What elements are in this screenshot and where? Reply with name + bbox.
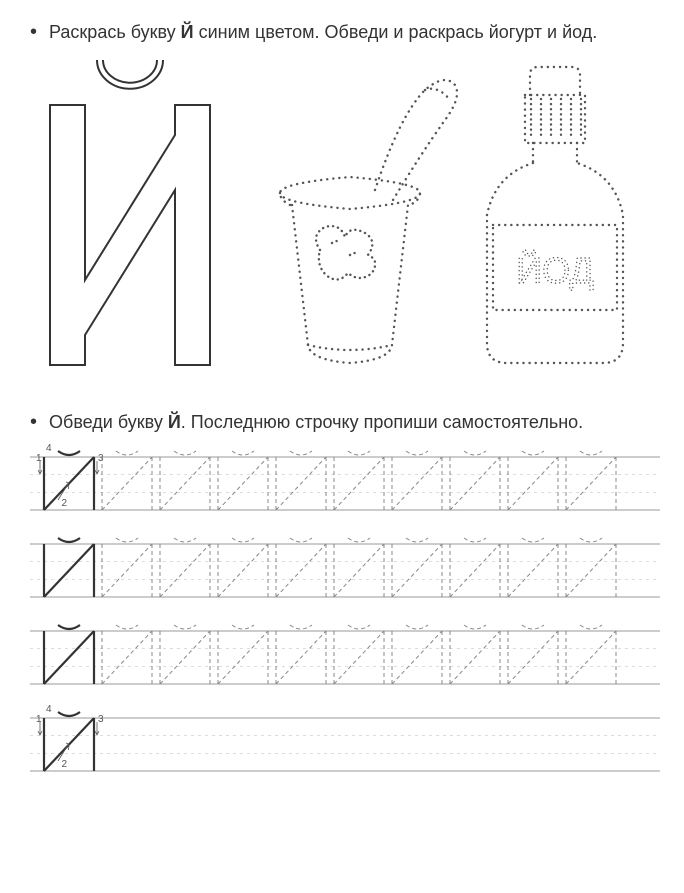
svg-text:2: 2: [62, 498, 68, 509]
writing-row: 1 2 3 4: [30, 443, 654, 518]
big-letter-container: [30, 55, 230, 380]
writing-row: [30, 530, 654, 605]
svg-text:4: 4: [46, 704, 52, 715]
writing-row: [30, 617, 654, 692]
instruction-2: • Обведи букву Й. Последнюю строчку проп…: [30, 410, 654, 435]
writing-row: 1 2 3 4: [30, 704, 654, 779]
svg-text:3: 3: [98, 453, 104, 464]
bullet-icon: •: [30, 20, 37, 44]
writing-practice-area: 12341234: [30, 443, 654, 779]
big-letter-y-outline: [30, 55, 230, 375]
svg-text:1: 1: [36, 714, 42, 725]
svg-text:ЙОД: ЙОД: [516, 249, 593, 291]
yogurt-and-iodine-drawing: ЙОД: [250, 55, 650, 375]
instr1-part-b: синим цветом. Обведи и раскрась йогурт и…: [194, 22, 598, 42]
top-section: ЙОД: [30, 55, 654, 380]
writing-row-svg: [30, 530, 660, 605]
svg-text:4: 4: [46, 443, 52, 454]
writing-row-svg: 1 2 3 4: [30, 443, 660, 518]
svg-text:3: 3: [98, 714, 104, 725]
writing-row-svg: [30, 617, 660, 692]
coloring-area: ЙОД: [250, 55, 654, 380]
bullet-icon: •: [30, 410, 37, 434]
writing-row-svg: 1 2 3 4: [30, 704, 660, 779]
instruction-1: • Раскрась букву Й синим цветом. Обведи …: [30, 20, 654, 45]
instr2-bold: Й: [168, 412, 181, 432]
instr1-bold: Й: [181, 22, 194, 42]
instr2-part-b: . Последнюю строчку пропиши самостоятель…: [181, 412, 583, 432]
instr2-part-a: Обведи букву: [49, 412, 168, 432]
svg-text:2: 2: [62, 759, 68, 770]
svg-text:1: 1: [36, 453, 42, 464]
instr1-part-a: Раскрась букву: [49, 22, 181, 42]
instruction-2-text: Обведи букву Й. Последнюю строчку пропиш…: [49, 410, 583, 435]
instruction-1-text: Раскрась букву Й синим цветом. Обведи и …: [49, 20, 597, 45]
